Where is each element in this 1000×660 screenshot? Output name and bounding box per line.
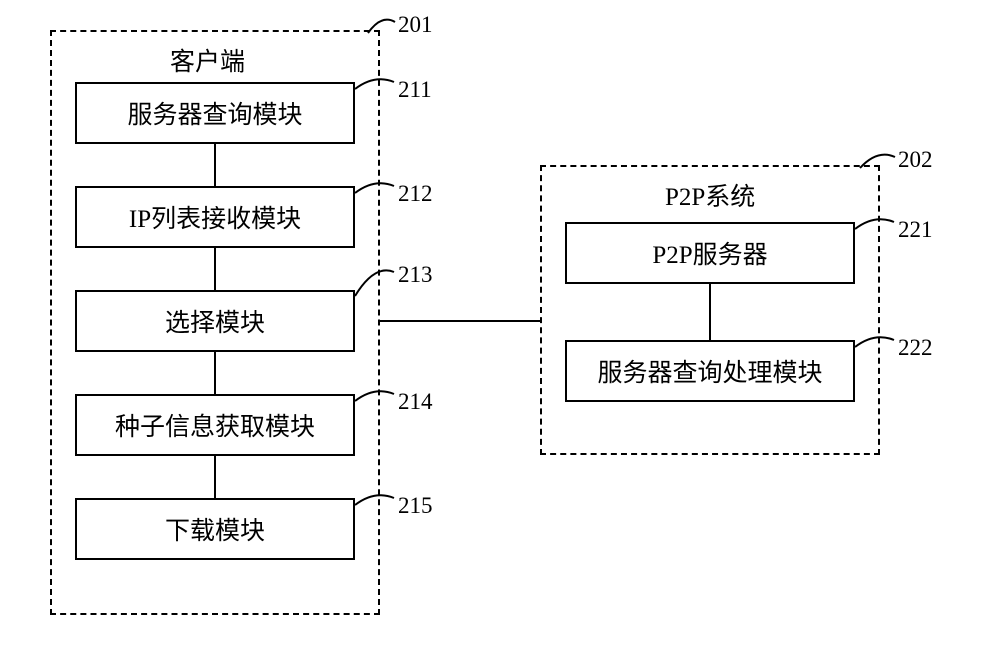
client-module-214-label: 种子信息获取模块 xyxy=(115,407,315,443)
client-module-213-label: 选择模块 xyxy=(165,303,265,339)
client-module-212: IP列表接收模块 xyxy=(75,186,355,248)
client-module-214: 种子信息获取模块 xyxy=(75,394,355,456)
p2p-module-221-ref: 221 xyxy=(898,217,933,243)
p2p-title: P2P系统 xyxy=(665,177,755,213)
p2p-module-221: P2P服务器 xyxy=(565,222,855,284)
client-module-211-label: 服务器查询模块 xyxy=(127,95,302,131)
client-module-212-label: IP列表接收模块 xyxy=(129,199,301,235)
client-module-214-ref: 214 xyxy=(398,389,433,415)
p2p-module-221-label: P2P服务器 xyxy=(652,235,767,271)
p2p-ref-label: 202 xyxy=(898,147,933,173)
client-module-213: 选择模块 xyxy=(75,290,355,352)
diagram-canvas: 客户端 201 服务器查询模块 211 IP列表接收模块 212 选择模块 213 种子信息获取… xyxy=(0,0,1000,660)
client-module-213-ref: 213 xyxy=(398,262,433,288)
client-module-211-ref: 211 xyxy=(398,77,432,103)
p2p-module-222-label: 服务器查询处理模块 xyxy=(597,353,822,389)
client-module-215-label: 下载模块 xyxy=(165,511,265,547)
client-module-211: 服务器查询模块 xyxy=(75,82,355,144)
client-module-215-ref: 215 xyxy=(398,493,433,519)
client-title: 客户端 xyxy=(170,42,245,78)
client-module-212-ref: 212 xyxy=(398,181,433,207)
p2p-module-222-ref: 222 xyxy=(898,335,933,361)
client-module-215: 下载模块 xyxy=(75,498,355,560)
client-ref-label: 201 xyxy=(398,12,433,38)
p2p-module-222: 服务器查询处理模块 xyxy=(565,340,855,402)
